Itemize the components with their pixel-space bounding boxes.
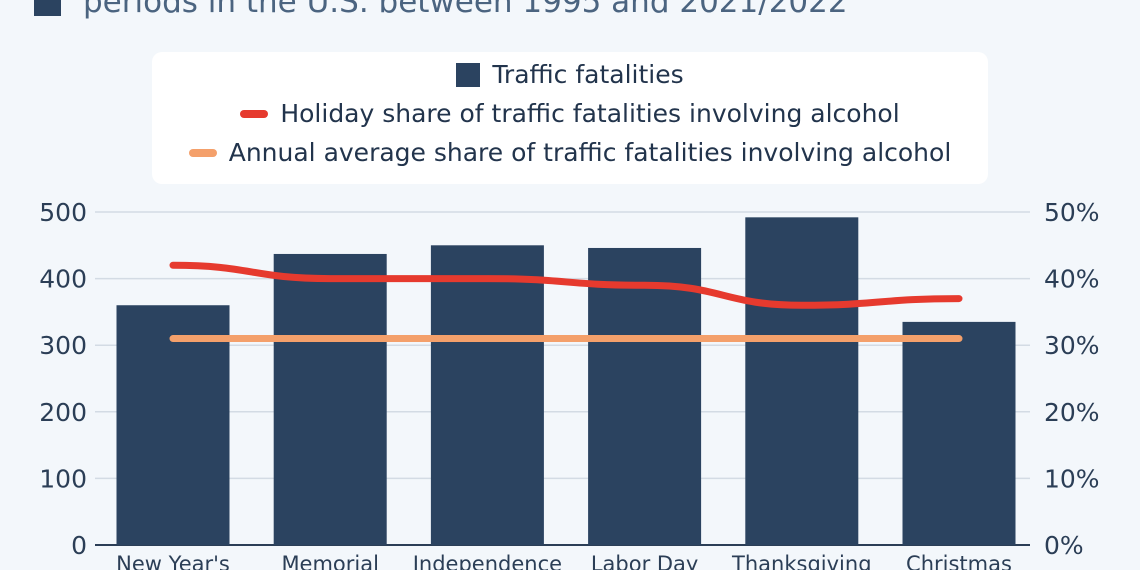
category-label: Memorial xyxy=(281,552,379,570)
legend-label: Traffic fatalities xyxy=(492,60,684,89)
right-tick-label: 20% xyxy=(1044,398,1100,427)
title-marker-icon xyxy=(34,0,61,16)
legend-item-holiday: Holiday share of traffic fatalities invo… xyxy=(152,99,988,128)
legend: Traffic fatalities Holiday share of traf… xyxy=(152,52,988,184)
right-tick-label: 10% xyxy=(1044,464,1100,493)
category-label: Labor Day xyxy=(591,552,699,570)
category-label: New Year's xyxy=(116,552,230,570)
legend-line-icon xyxy=(188,148,217,157)
legend-line-icon xyxy=(240,109,269,118)
left-tick-label: 300 xyxy=(39,331,87,360)
holiday-share-line xyxy=(169,261,963,309)
bar xyxy=(745,217,859,545)
legend-item-annual: Annual average share of traffic fataliti… xyxy=(152,138,988,167)
bar xyxy=(430,245,544,546)
legend-item-bars: Traffic fatalities xyxy=(152,60,988,89)
right-tick-label: 40% xyxy=(1044,265,1100,294)
left-tick-label: 400 xyxy=(39,265,87,294)
category-label: Christmas xyxy=(906,552,1012,570)
legend-label: Holiday share of traffic fatalities invo… xyxy=(280,99,900,128)
left-tick-label: 100 xyxy=(39,464,87,493)
title-text: periods in the U.S. between 1995 and 202… xyxy=(83,0,848,20)
bar xyxy=(273,253,387,545)
right-tick-label: 50% xyxy=(1044,198,1100,227)
left-tick-label: 200 xyxy=(39,398,87,427)
left-tick-label: 0 xyxy=(71,531,87,560)
left-tick-label: 500 xyxy=(39,198,87,227)
category-label: Independence xyxy=(413,552,562,570)
right-tick-label: 30% xyxy=(1044,331,1100,360)
bar xyxy=(902,321,1016,545)
legend-label: Annual average share of traffic fataliti… xyxy=(228,138,952,167)
legend-square-icon xyxy=(456,62,481,87)
bar xyxy=(116,305,230,545)
right-tick-label: 0% xyxy=(1044,531,1084,560)
bar xyxy=(588,247,702,546)
category-label: Thanksgiving xyxy=(731,552,871,570)
chart-title: periods in the U.S. between 1995 and 202… xyxy=(34,0,848,20)
